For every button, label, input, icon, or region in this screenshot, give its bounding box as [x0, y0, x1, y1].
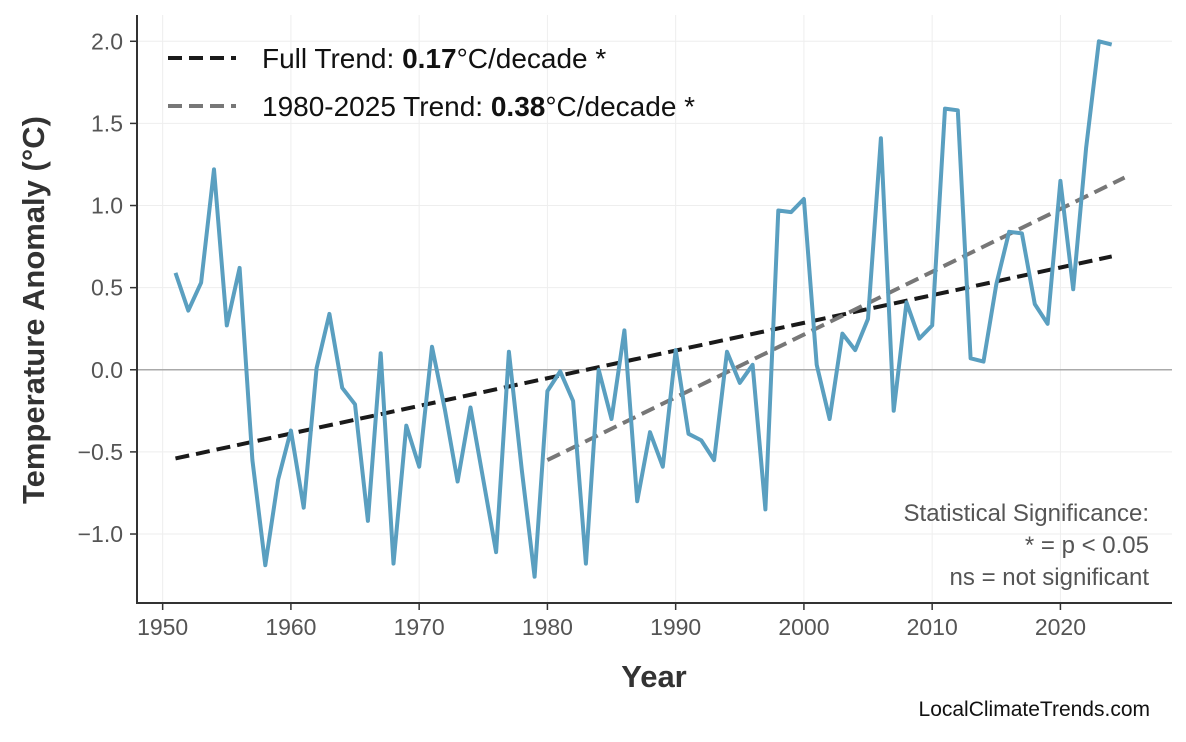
- x-tick-label: 1970: [394, 614, 445, 640]
- trend-lines: [175, 175, 1126, 462]
- y-tick-label: −1.0: [78, 521, 123, 547]
- anomaly-line: [173, 39, 1113, 579]
- watermark: LocalClimateTrends.com: [919, 698, 1150, 721]
- y-tick-label: 0.0: [91, 357, 123, 383]
- note-line: * = p < 0.05: [1025, 532, 1149, 559]
- series: [173, 39, 1113, 579]
- legend-text: 0.38: [491, 91, 546, 122]
- x-tick-labels: 1950 1960 1970 1980 1990 2000 2010 2020: [137, 614, 1086, 640]
- y-tick-label: 2.0: [91, 28, 123, 54]
- y-tick-label: −0.5: [78, 439, 123, 465]
- trend-line: [175, 254, 1113, 461]
- x-axis-label: Year: [621, 659, 687, 694]
- axes: [130, 15, 1172, 610]
- x-tick-label: 1950: [137, 614, 188, 640]
- x-tick-label: 2020: [1035, 614, 1086, 640]
- y-tick-label: 1.0: [91, 193, 123, 219]
- legend-text: °C/decade *: [545, 91, 695, 122]
- legend-text: Full Trend:: [262, 43, 402, 74]
- y-tick-label: 0.5: [91, 275, 123, 301]
- legend-entry: 1980-2025 Trend: 0.38°C/decade *: [262, 91, 695, 122]
- y-tick-labels: −1.0 −0.5 0.0 0.5 1.0 1.5 2.0: [78, 28, 123, 547]
- x-tick-label: 2010: [907, 614, 958, 640]
- legend-entry: Full Trend: 0.17°C/decade *: [262, 43, 606, 74]
- note-line: Statistical Significance:: [904, 500, 1149, 527]
- note-line: ns = not significant: [950, 564, 1150, 591]
- legend-text: °C/decade *: [457, 43, 607, 74]
- trend-line: [546, 175, 1126, 462]
- x-tick-label: 2000: [778, 614, 829, 640]
- x-tick-label: 1960: [265, 614, 316, 640]
- legend-text: 0.17: [402, 43, 457, 74]
- y-axis-label: Temperature Anomaly (°C): [16, 116, 51, 504]
- x-tick-label: 1990: [650, 614, 701, 640]
- legend: Full Trend: 0.17°C/decade *1980-2025 Tre…: [168, 43, 695, 122]
- y-tick-label: 1.5: [91, 110, 123, 136]
- legend-text: 1980-2025 Trend:: [262, 91, 491, 122]
- x-tick-label: 1980: [522, 614, 573, 640]
- significance-note: Statistical Significance: * = p < 0.05 n…: [904, 500, 1150, 591]
